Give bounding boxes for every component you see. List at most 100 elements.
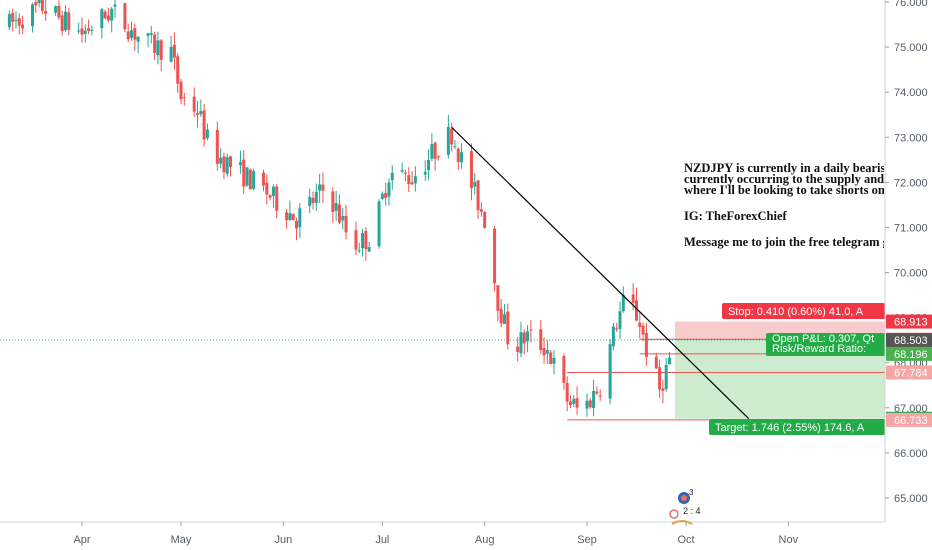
candle-body [77, 30, 81, 32]
candle-136 [634, 287, 638, 322]
candle-body [110, 8, 114, 21]
candle-37 [176, 53, 180, 93]
candle-24 [113, 0, 117, 19]
candle-body [176, 56, 180, 84]
candle-23 [110, 6, 114, 33]
candle-body [502, 314, 506, 324]
stop-label-bg [722, 303, 885, 319]
candle-body [126, 31, 130, 40]
candle-91 [427, 149, 431, 181]
candle-body [192, 96, 196, 112]
candle-56 [265, 174, 269, 205]
candle-11 [57, 0, 61, 20]
price-tag-bg [886, 333, 932, 348]
candle-52 [245, 166, 249, 188]
candle-126 [588, 397, 592, 409]
candle-83 [387, 178, 391, 206]
candle-41 [196, 100, 200, 128]
price-tag-0: 68.913 [886, 314, 932, 329]
candle-104 [483, 211, 487, 229]
price-tag-bg [886, 314, 932, 329]
candle-body [123, 3, 127, 30]
candle-32 [153, 31, 157, 60]
rr-label-text: Risk/Reward Ratio: [772, 343, 866, 355]
candle-body [588, 400, 592, 408]
candle-body [545, 350, 549, 354]
candle-body [21, 24, 25, 29]
candle-70 [331, 187, 335, 224]
trendline[interactable] [451, 126, 750, 420]
candle-body [344, 215, 348, 233]
candle-89 [413, 166, 417, 192]
candle-71 [334, 190, 338, 221]
candle-110 [516, 337, 520, 362]
candle-57 [268, 194, 272, 201]
candle-body [456, 148, 460, 163]
candle-72 [337, 194, 341, 224]
candle-body [403, 172, 407, 174]
pnl-label-bg [766, 333, 885, 346]
candle-body [271, 186, 275, 196]
candle-body [549, 352, 553, 365]
candle-body [106, 15, 110, 21]
candle-body [156, 40, 160, 56]
note-line-1: NZDJPY is currently in a daily bearish [684, 163, 884, 175]
x-tick-label-3: Jul [375, 534, 389, 546]
x-tick-label-4: Aug [475, 534, 495, 546]
candle-143 [664, 357, 668, 392]
candle-4 [21, 15, 25, 35]
price-tag-text: 66.733 [894, 415, 928, 427]
badge-top: 3 [689, 488, 694, 497]
candle-body [172, 44, 176, 58]
candle-128 [595, 386, 599, 396]
candle-36 [172, 32, 176, 70]
candle-body [130, 30, 134, 38]
candle-46 [219, 148, 223, 169]
target-label-text: Target: 1.746 (2.55%) 174.6, A [715, 422, 865, 434]
candle-body [169, 46, 173, 62]
price-tag-text: 67.784 [894, 367, 928, 379]
candle-body [390, 172, 394, 181]
candle-body [621, 295, 625, 312]
candle-55 [262, 169, 266, 192]
candle-body [146, 33, 150, 36]
candle-42 [199, 99, 203, 117]
y-tick-label-4: 72.000 [894, 177, 928, 189]
candle-body [572, 398, 576, 404]
candle-body [361, 232, 365, 249]
candle-body [526, 331, 530, 342]
x-tick-label-0: Apr [73, 534, 90, 546]
candle-61 [288, 200, 292, 221]
y-tick-label-6: 70.000 [894, 268, 928, 280]
candle-120 [562, 353, 566, 390]
candle-88 [410, 170, 414, 185]
candle-body [631, 294, 635, 303]
author-badge-icon: 3 2 : 4 [669, 488, 701, 525]
candles [7, 0, 671, 417]
candle-body [30, 4, 34, 27]
note-line-2: currently occurring to the supply and [684, 172, 884, 186]
y-tick-label-2: 74.000 [894, 87, 928, 99]
candle-body [321, 184, 325, 191]
candle-7 [37, 0, 41, 8]
price-tag-text: 68.196 [894, 349, 928, 361]
candle-body [476, 180, 480, 211]
candle-111 [519, 321, 523, 358]
candle-30 [146, 32, 150, 48]
candle-123 [572, 395, 576, 408]
candle-body [149, 33, 153, 35]
candle-body [493, 228, 497, 284]
candle-97 [453, 140, 457, 150]
candle-body [238, 162, 242, 166]
candle-51 [242, 150, 246, 195]
candle-108 [502, 304, 506, 324]
analysis-note: NZDJPY is currently in a daily bearish c… [684, 163, 884, 263]
candle-body [268, 195, 272, 198]
candle-34 [159, 39, 163, 72]
candle-12 [60, 10, 64, 36]
candle-85 [400, 162, 404, 173]
candle-body [44, 11, 48, 14]
candle-body [377, 201, 381, 247]
candle-body [199, 111, 203, 115]
